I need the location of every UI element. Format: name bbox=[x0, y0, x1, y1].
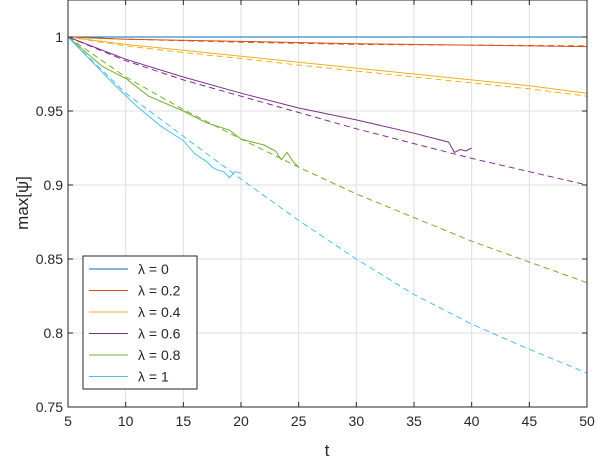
legend-box bbox=[82, 255, 198, 390]
x-tick-label: 10 bbox=[118, 413, 134, 429]
series-dashed-line-4 bbox=[67, 36, 588, 284]
legend: λ = 0 λ = 0.2 λ = 0.4 λ = 0.6 λ = 0.8 λ = 1 bbox=[82, 255, 198, 390]
axis-ticks: 5 10 15 20 25 30 35 40 45 50 0.75 0.8 0.85 0.9 0.95 1 bbox=[36, 0, 595, 429]
x-tick-label: 30 bbox=[349, 413, 365, 429]
series-solid-line-3 bbox=[67, 36, 472, 154]
legend-entry-label: λ = 1 bbox=[138, 369, 169, 385]
series-dashed-line-3 bbox=[67, 36, 588, 186]
y-tick-label: 0.85 bbox=[36, 251, 63, 267]
y-tick-label: 0.75 bbox=[36, 399, 63, 415]
series-solid-line-5 bbox=[67, 36, 242, 179]
x-tick-label: 15 bbox=[176, 413, 192, 429]
series-solid-line-2 bbox=[67, 36, 588, 94]
x-tick-label: 25 bbox=[291, 413, 307, 429]
legend-entry-label: λ = 0.6 bbox=[138, 326, 181, 342]
x-tick-label: 35 bbox=[406, 413, 422, 429]
legend-entry-label: λ = 0 bbox=[138, 261, 169, 277]
y-axis-label: max[ψ] bbox=[13, 176, 32, 230]
series-solid-line-1 bbox=[67, 36, 588, 48]
plot-frame bbox=[67, 0, 588, 408]
x-axis-label: t bbox=[325, 441, 330, 460]
series-dashed-line-2 bbox=[67, 36, 588, 97]
x-tick-label: 40 bbox=[464, 413, 480, 429]
legend-entry-label: λ = 0.4 bbox=[138, 304, 181, 320]
series-lines bbox=[67, 36, 588, 374]
x-tick-label: 50 bbox=[579, 413, 595, 429]
y-tick-label: 0.95 bbox=[36, 103, 63, 119]
x-tick-label: 5 bbox=[64, 413, 72, 429]
y-tick-label: 1 bbox=[55, 29, 63, 45]
x-tick-label: 45 bbox=[522, 413, 538, 429]
legend-entry-label: λ = 0.8 bbox=[138, 347, 181, 363]
x-tick-label: 20 bbox=[233, 413, 249, 429]
y-tick-label: 0.8 bbox=[44, 325, 64, 341]
y-tick-label: 0.9 bbox=[44, 177, 64, 193]
legend-entry-label: λ = 0.2 bbox=[138, 283, 181, 299]
series-solid-line-4 bbox=[67, 36, 300, 168]
